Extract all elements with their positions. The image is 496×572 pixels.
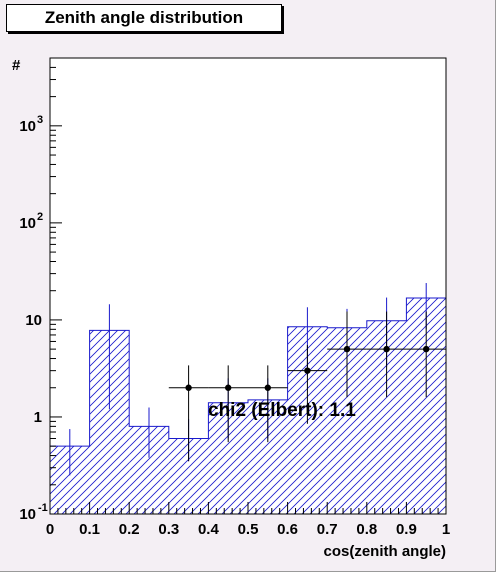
- y-tick-label: 10: [19, 118, 36, 135]
- data-point: [383, 346, 389, 352]
- y-tick-label: 10: [19, 215, 36, 232]
- y-tick-exponent: 3: [37, 114, 43, 126]
- y-tick-exponent: -1: [38, 502, 48, 514]
- x-tick-label: 0.8: [356, 521, 377, 538]
- chi2-annotation: chi2 (Elbert): 1.1: [208, 400, 356, 421]
- x-tick-label: 0.6: [277, 521, 298, 538]
- x-tick-label: 0: [46, 521, 54, 538]
- y-tick-label: 1: [34, 409, 42, 426]
- x-tick-label: 0.4: [198, 521, 220, 538]
- x-tick-label: 0.1: [79, 521, 100, 538]
- x-tick-label: 0.3: [158, 521, 179, 538]
- x-tick-label: 1: [442, 521, 450, 538]
- x-tick-label: 0.9: [396, 521, 417, 538]
- x-tick-label: 0.5: [238, 521, 259, 538]
- y-tick-exponent: 2: [37, 211, 43, 223]
- y-axis-title: #: [12, 57, 21, 74]
- data-point: [423, 346, 429, 352]
- data-point: [265, 385, 271, 391]
- data-point: [185, 385, 191, 391]
- y-tick-label: 10: [19, 506, 36, 523]
- x-axis-title: cos(zenith angle): [323, 543, 446, 560]
- data-point: [225, 385, 231, 391]
- data-point: [344, 346, 350, 352]
- x-tick-label: 0.2: [119, 521, 140, 538]
- x-tick-label: 0.7: [317, 521, 338, 538]
- data-point: [304, 367, 310, 373]
- y-tick-label: 10: [25, 312, 42, 329]
